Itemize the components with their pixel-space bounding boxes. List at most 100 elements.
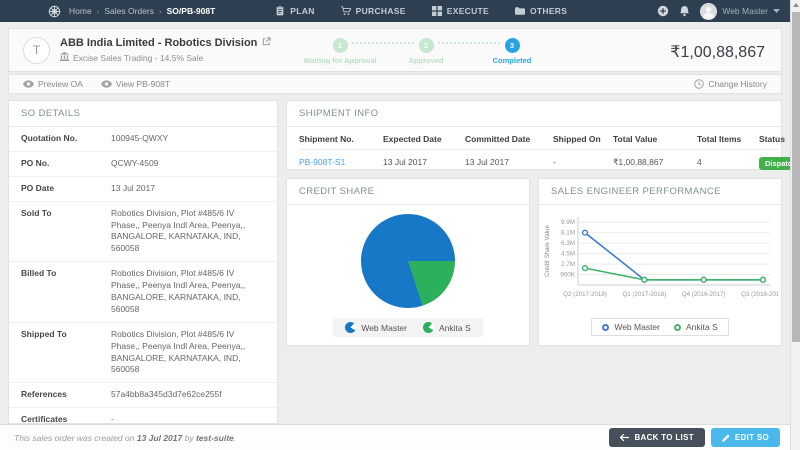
sales-engineer-performance-panel: SALES ENGINEER PERFORMANCE 9.9M8.1M6.3M4… — [538, 178, 782, 346]
so-detail-value: - — [111, 414, 265, 424]
svg-text:9.9M: 9.9M — [561, 219, 575, 226]
shipment-col-header: Shipped On — [553, 127, 613, 150]
user-name: Web Master — [722, 6, 768, 16]
so-detail-row: Certificates- — [9, 407, 277, 424]
shipment-info-panel: SHIPMENT INFO Shipment No.Expected DateC… — [286, 100, 782, 170]
clock-icon — [694, 79, 704, 89]
so-detail-value: Robotics Division, Plot #485/6 IV Phase,… — [111, 268, 265, 316]
legend-item-web-master[interactable]: Web Master — [602, 322, 660, 332]
so-detail-value: 100945-QWXY — [111, 133, 265, 145]
scrollbar-thumb[interactable] — [792, 12, 800, 342]
vertical-scrollbar[interactable] — [790, 0, 800, 450]
shipment-col-header: Total Items — [697, 127, 759, 150]
eye-icon — [23, 80, 34, 88]
step-number: 2 — [419, 38, 434, 53]
nav-menu-purchase[interactable]: PURCHASE — [341, 6, 406, 16]
status-stepper: 1Waiting for Approval2Approved3Completed — [297, 35, 555, 65]
step-label: Approved — [383, 56, 469, 65]
svg-text:Q1 (2017-2018): Q1 (2017-2018) — [622, 291, 666, 298]
legend-item-web-master[interactable]: Web Master — [345, 322, 407, 333]
order-subtitle: Excise Sales Trading - 14.5% Sale — [73, 53, 203, 63]
svg-text:4.5M: 4.5M — [561, 251, 575, 258]
line-chart-svg: 9.9M8.1M6.3M4.5M2.7M900KQ2 (2017-2018)Q1… — [542, 209, 778, 311]
external-link-icon[interactable] — [262, 37, 271, 49]
pie-swatch-icon — [345, 322, 356, 333]
change-history-button[interactable]: Change History — [694, 79, 767, 89]
svg-text:8.1M: 8.1M — [561, 230, 575, 237]
order-toolbar: Preview OA View PB-908T Change History — [8, 74, 782, 94]
shipment-table: Shipment No.Expected DateCommitted DateS… — [287, 127, 781, 177]
so-detail-label: Sold To — [21, 208, 111, 256]
app-logo-ship-wheel-icon[interactable] — [48, 5, 61, 18]
edit-so-button[interactable]: EDIT SO — [711, 428, 780, 447]
nav-menu-label: PLAN — [290, 6, 314, 16]
step-number: 1 — [333, 38, 348, 53]
svg-text:Q4 (2016-2017): Q4 (2016-2017) — [682, 291, 726, 298]
legend-item-ankita-s[interactable]: Ankita S — [674, 322, 718, 332]
pencil-icon — [722, 434, 730, 442]
notifications-bell-icon[interactable] — [679, 5, 690, 17]
shipment-cell: ₹1,00,88,867 — [613, 150, 697, 177]
add-circle-icon[interactable] — [657, 5, 669, 17]
so-detail-value: Robotics Division, Plot #485/6 IV Phase,… — [111, 329, 265, 377]
nav-right-actions: Web Master — [657, 3, 780, 20]
folder-icon — [515, 6, 525, 16]
credit-share-title: CREDIT SHARE — [287, 179, 529, 205]
shipment-cell: 13 Jul 2017 — [465, 150, 553, 177]
nav-menu-others[interactable]: OTHERS — [515, 6, 567, 16]
nav-menu-plan[interactable]: PLAN — [275, 6, 314, 16]
so-detail-value: QCWY-4509 — [111, 158, 265, 170]
sales-order-page: Home › Sales Orders › SO/PB-908T PLAN PUR… — [0, 0, 800, 450]
credit-share-legend: Web Master Ankita S — [333, 318, 482, 337]
so-detail-label: PO No. — [21, 158, 111, 170]
legend-label: Web Master — [614, 322, 660, 332]
footer-bar: This sales order was created on 13 Jul 2… — [0, 424, 790, 450]
shipment-col-header: Shipment No. — [299, 127, 383, 150]
breadcrumb-sales-orders[interactable]: Sales Orders — [104, 6, 154, 16]
customer-title: ABB India Limited - Robotics Division — [60, 37, 257, 49]
legend-label: Web Master — [361, 323, 407, 333]
shipment-col-header: Committed Date — [465, 127, 553, 150]
arrow-left-icon — [620, 434, 629, 441]
so-detail-row: References57a4bb8a345d3d7e62ce255f — [9, 382, 277, 407]
so-detail-label: PO Date — [21, 183, 111, 195]
legend-item-ankita-s[interactable]: Ankita S — [423, 322, 471, 333]
back-to-list-button[interactable]: BACK TO LIST — [609, 428, 704, 447]
shipment-col-header: Total Value — [613, 127, 697, 150]
cart-icon — [341, 6, 351, 16]
legend-label: Ankita S — [686, 322, 718, 332]
step-number: 3 — [505, 38, 520, 53]
svg-text:Q3 (2016-2017): Q3 (2016-2017) — [741, 291, 778, 298]
user-menu[interactable]: Web Master — [700, 3, 780, 20]
breadcrumb: Home › Sales Orders › SO/PB-908T — [69, 6, 215, 16]
chevron-down-icon — [773, 9, 780, 14]
step-waiting-for-approval: 1Waiting for Approval — [297, 35, 383, 65]
so-detail-row: Shipped ToRobotics Division, Plot #485/6… — [9, 322, 277, 383]
breadcrumb-separator: › — [159, 7, 162, 16]
series-marker-icon — [602, 324, 609, 331]
so-detail-label: Quotation No. — [21, 133, 111, 145]
breadcrumb-home[interactable]: Home — [69, 6, 92, 16]
so-detail-row: Billed ToRobotics Division, Plot #485/6 … — [9, 261, 277, 322]
so-detail-value: Robotics Division, Plot #485/6 IV Phase,… — [111, 208, 265, 256]
back-to-list-label: BACK TO LIST — [634, 433, 693, 442]
scrollbar-up-arrow[interactable] — [793, 3, 799, 7]
edit-so-label: EDIT SO — [735, 433, 769, 442]
svg-text:6.3M: 6.3M — [561, 240, 575, 247]
legend-label: Ankita S — [439, 323, 471, 333]
so-detail-value: 57a4bb8a345d3d7e62ce255f — [111, 389, 265, 401]
nav-menu-label: PURCHASE — [356, 6, 406, 16]
change-history-label: Change History — [708, 79, 767, 89]
shipment-cell: PB-908T-S1 — [299, 150, 383, 177]
shipment-number-link[interactable]: PB-908T-S1 — [299, 157, 345, 167]
nav-menu-execute[interactable]: EXECUTE — [432, 6, 489, 16]
nav-menu-label: OTHERS — [530, 6, 567, 16]
so-detail-label: Billed To — [21, 268, 111, 316]
svg-text:2.7M: 2.7M — [561, 261, 575, 268]
preview-oa-button[interactable]: Preview OA — [23, 79, 83, 89]
so-detail-label: Shipped To — [21, 329, 111, 377]
created-note: This sales order was created on 13 Jul 2… — [14, 433, 236, 443]
nav-menu-label: EXECUTE — [447, 6, 489, 16]
view-pb908t-button[interactable]: View PB-908T — [101, 79, 170, 89]
nav-menus: PLAN PURCHASE EXECUTE OTHERS — [275, 6, 567, 16]
